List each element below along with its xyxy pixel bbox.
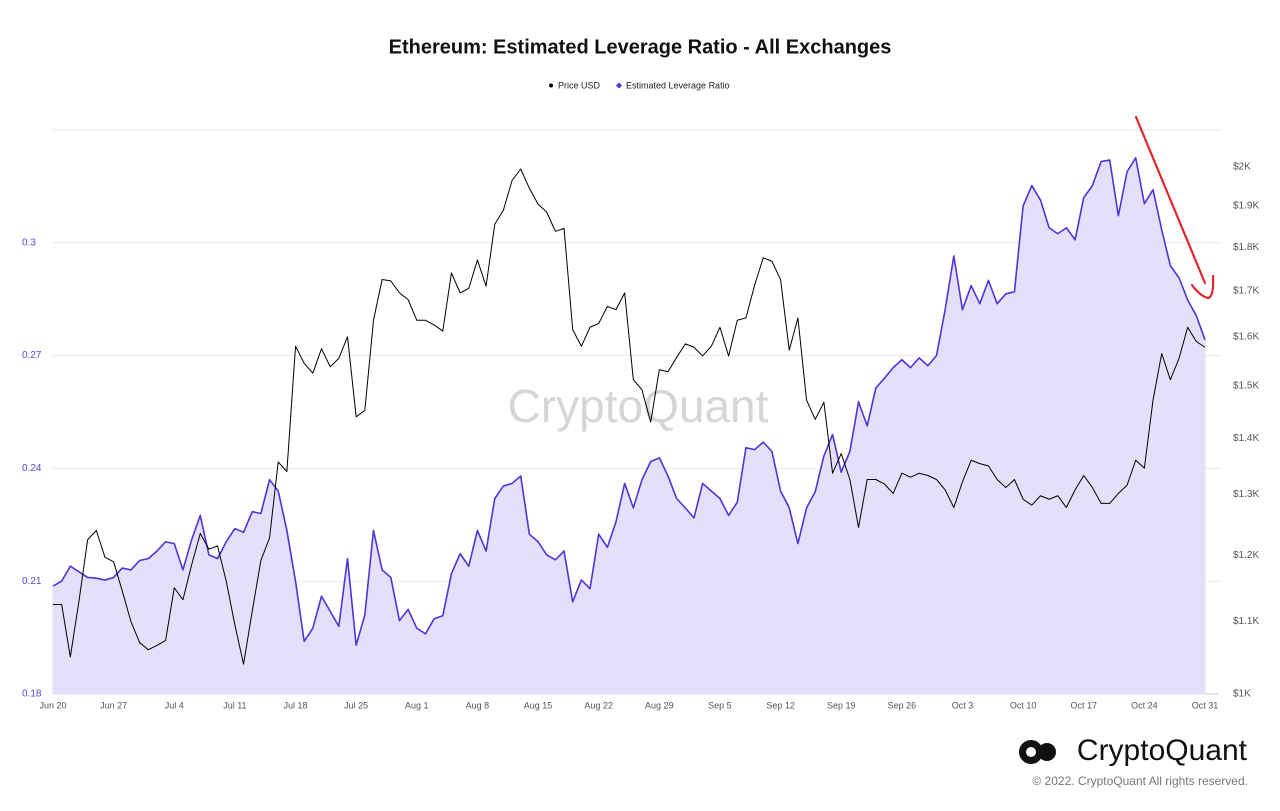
y2-tick-label: $1.6K — [1233, 331, 1259, 342]
x-tick-label: Sep 12 — [766, 700, 795, 710]
y2-tick-label: $1.1K — [1233, 616, 1259, 627]
y2-tick-label: $1.5K — [1233, 380, 1259, 391]
x-tick-label: Sep 19 — [827, 700, 856, 710]
x-tick-label: Aug 29 — [645, 700, 674, 710]
y2-tick-label: $1.2K — [1233, 550, 1259, 561]
logo-hole — [1026, 747, 1036, 757]
y-tick-label: 0.27 — [22, 350, 42, 361]
brand-logo — [1019, 740, 1056, 764]
x-tick-label: Sep 26 — [888, 700, 917, 710]
y2-tick-label: $1.4K — [1233, 433, 1259, 444]
copyright: © 2022. CryptoQuant All rights reserved. — [1032, 774, 1248, 788]
chart-title: Ethereum: Estimated Leverage Ratio - All… — [389, 36, 892, 58]
y2-tick-label: $1.7K — [1233, 285, 1259, 296]
x-tick-label: Jul 18 — [284, 700, 308, 710]
annotation-arrow — [1134, 115, 1215, 300]
x-tick-label: Aug 8 — [466, 700, 490, 710]
watermark: CryptoQuant — [508, 380, 769, 432]
arrow-line — [1134, 115, 1207, 285]
x-tick-label: Jul 4 — [165, 700, 184, 710]
y-tick-label: 0.21 — [22, 576, 42, 587]
x-tick-label: Oct 31 — [1192, 700, 1219, 710]
logo-dot — [1038, 743, 1056, 761]
y2-tick-label: $1.8K — [1233, 242, 1259, 253]
plot — [52, 156, 1206, 695]
legend-marker — [616, 82, 623, 89]
x-tick-label: Oct 3 — [952, 700, 974, 710]
legend-label: Price USD — [558, 80, 601, 90]
x-tick-label: Oct 24 — [1131, 700, 1158, 710]
arrow-head — [1190, 274, 1215, 300]
y2-tick-label: $1.3K — [1233, 489, 1259, 500]
y-tick-label: 0.24 — [22, 463, 42, 474]
x-tick-label: Aug 1 — [405, 700, 429, 710]
y-tick-label: 0.3 — [22, 237, 36, 248]
brand-name: CryptoQuant — [1077, 734, 1248, 767]
x-tick-label: Jul 25 — [344, 700, 368, 710]
y-tick-label: 0.18 — [22, 689, 42, 700]
series-line — [53, 168, 1206, 665]
y2-tick-label: $2K — [1233, 162, 1251, 173]
x-tick-label: Jul 11 — [223, 700, 246, 710]
y2-tick-label: $1K — [1233, 689, 1251, 700]
series-line — [52, 157, 1206, 646]
x-tick-label: Jun 27 — [100, 700, 127, 710]
x-tick-label: Oct 17 — [1070, 700, 1097, 710]
x-tick-label: Sep 5 — [708, 700, 732, 710]
x-tick-label: Oct 10 — [1010, 700, 1037, 710]
y2-tick-label: $1.9K — [1233, 201, 1259, 212]
x-tick-label: Jun 20 — [39, 700, 66, 710]
legend-label: Estimated Leverage Ratio — [626, 80, 730, 90]
x-tick-label: Aug 22 — [584, 700, 613, 710]
x-tick-label: Aug 15 — [524, 700, 553, 710]
legend-marker — [549, 83, 553, 88]
